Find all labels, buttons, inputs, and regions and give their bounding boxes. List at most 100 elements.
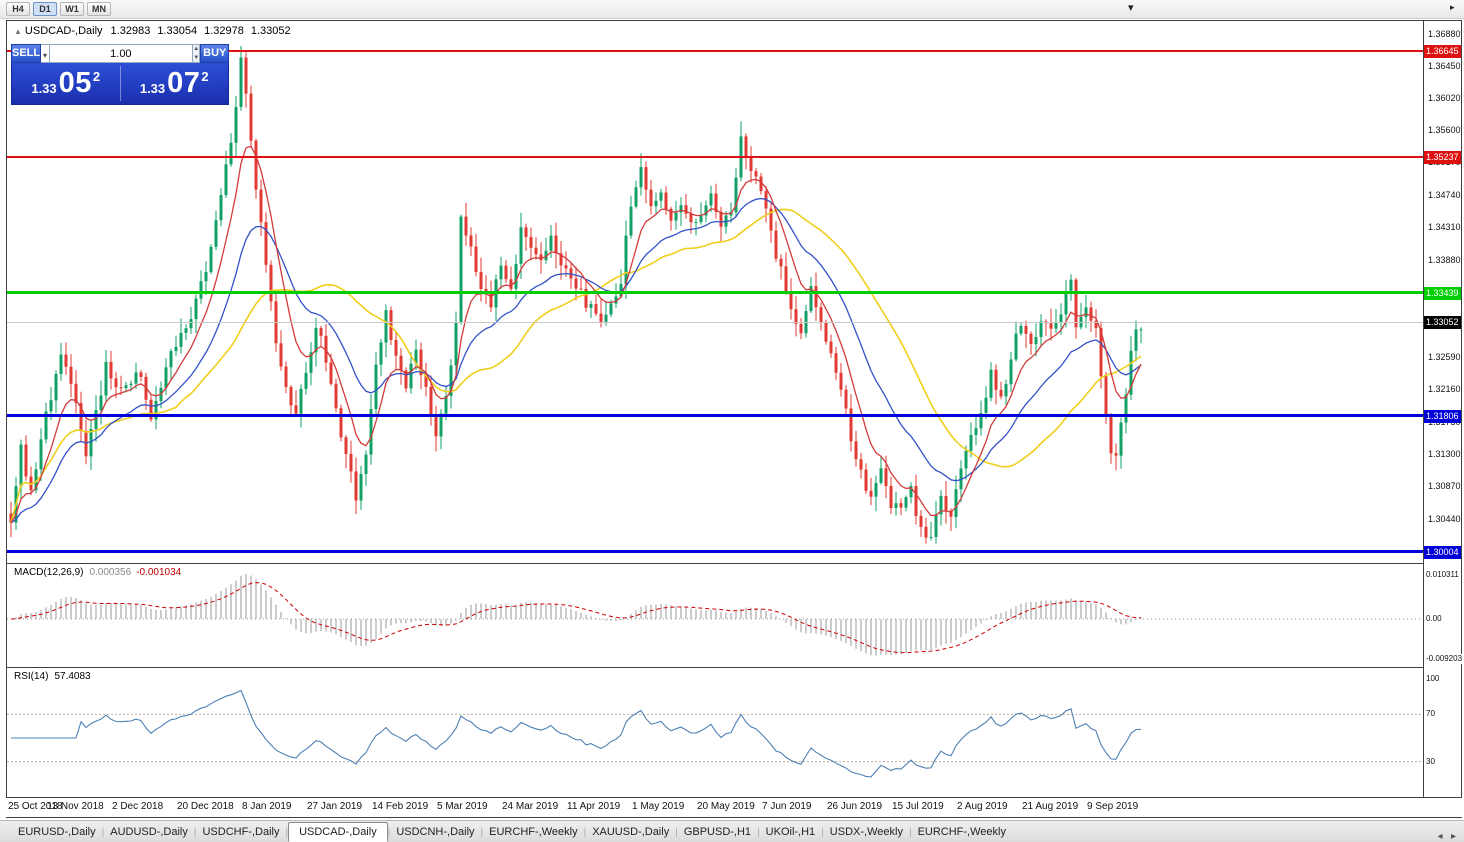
date-tick-label: 21 Aug 2019 <box>1022 801 1079 812</box>
chart-tab-eurusd-daily[interactable]: EURUSD-,Daily <box>18 826 96 838</box>
rsi-scale-tick: 100 <box>1426 674 1440 684</box>
date-tick-label: 1 May 2019 <box>632 801 685 812</box>
volume-decrease-icon[interactable]: ▼ <box>193 54 200 61</box>
chart-area: 1.368801.364501.360201.356001.351701.347… <box>6 20 1463 798</box>
tab-separator: | <box>821 826 824 838</box>
tab-separator: | <box>675 826 678 838</box>
horizontal-line-1_36645[interactable] <box>7 50 1423 53</box>
price-scale-tick: 1.31300 <box>1428 449 1461 459</box>
line-price-label: 1.31806 <box>1424 409 1461 423</box>
timeframe-buttons: H4 D1 W1 MN <box>6 2 111 16</box>
timeframe-button-w1[interactable]: W1 <box>60 2 84 16</box>
chart-tab-usdx-weekly[interactable]: USDX-,Weekly <box>829 826 903 838</box>
date-tick-label: 2 Aug 2019 <box>957 801 1008 812</box>
date-tick-label: 11 Apr 2019 <box>567 801 621 812</box>
chart-tab-eurchf-weekly[interactable]: EURCHF-,Weekly <box>489 826 578 838</box>
timeframe-button-mn[interactable]: MN <box>87 2 111 16</box>
chart-tab-xauusd-daily[interactable]: XAUUSD-,Daily <box>592 826 670 838</box>
price-scale-tick: 1.32160 <box>1428 384 1461 395</box>
quote-low: 1.32978 <box>204 25 244 37</box>
volume-preset-dropdown[interactable]: ▾ <box>41 44 50 63</box>
chevron-down-icon: ▾ <box>42 51 47 60</box>
horizontal-line-1_35237[interactable] <box>7 156 1423 159</box>
bid-pip-fraction: 2 <box>92 68 101 84</box>
tab-separator: | <box>908 826 912 838</box>
macd-name: MACD(12,26,9) <box>14 567 84 578</box>
date-tick-label: 20 May 2019 <box>697 801 755 812</box>
macd-signal-value: -0.001034 <box>136 567 182 578</box>
tab-separator: | <box>583 826 587 838</box>
sell-button[interactable]: SELL <box>11 44 42 63</box>
rsi-value: 57.4083 <box>54 671 91 682</box>
date-tick-label: 7 Jun 2019 <box>762 801 812 812</box>
toolbar-expand-icon[interactable]: ▸ <box>1450 2 1455 12</box>
macd-scale-tick: 0.00 <box>1426 614 1442 624</box>
bid-price[interactable]: 1.33 05 2 <box>12 63 120 104</box>
buy-button[interactable]: BUY <box>200 44 229 63</box>
horizontal-line-1_30004[interactable] <box>7 550 1423 554</box>
chart-tab-ukoil-h1[interactable]: UKOil-,H1 <box>765 826 816 838</box>
chart-tab-usdchf-daily[interactable]: USDCHF-,Daily <box>202 826 280 838</box>
horizontal-line-1_33439[interactable] <box>7 291 1423 295</box>
chart-tab-audusd-daily[interactable]: AUDUSD-,Daily <box>110 826 188 838</box>
macd-canvas[interactable] <box>7 563 1423 667</box>
tab-scroll-controls: ◂ ▸ <box>1433 826 1456 842</box>
rsi-canvas[interactable] <box>7 667 1423 797</box>
tab-separator: | <box>757 826 760 838</box>
price-scale-tick: 1.34310 <box>1428 222 1461 233</box>
rsi-scale-tick: 70 <box>1426 709 1435 720</box>
divider <box>119 66 121 101</box>
volume-increase-icon[interactable]: ▲ <box>193 46 200 52</box>
date-tick-label: 9 Sep 2019 <box>1087 801 1139 812</box>
bid-prefix: 1.33 <box>31 80 57 96</box>
quote-high: 1.33054 <box>157 25 198 37</box>
current-price-line <box>7 322 1423 323</box>
macd-scale-tick: 0.010311 <box>1426 569 1459 580</box>
toolbar: H4 D1 W1 MN ▾ ▸ <box>0 0 1464 19</box>
line-price-label: 1.30004 <box>1424 545 1461 559</box>
date-tick-label: 15 Jul 2019 <box>892 801 944 812</box>
price-scale-tick: 1.35600 <box>1428 125 1461 135</box>
volume-stepper: ▲ ▼ <box>192 44 201 63</box>
chart-tab-usdcad-daily[interactable]: USDCAD-,Daily <box>288 822 388 842</box>
ask-big-digits: 07 <box>167 67 201 99</box>
ask-pip-fraction: 2 <box>201 68 209 84</box>
date-tick-label: 2 Dec 2018 <box>112 801 164 812</box>
horizontal-line-1_31806[interactable] <box>7 414 1423 418</box>
date-tick-label: 5 Mar 2019 <box>437 801 488 812</box>
date-tick-label: 20 Dec 2018 <box>177 801 234 812</box>
volume-input[interactable] <box>49 44 193 63</box>
rsi-name: RSI(14) <box>14 671 49 682</box>
date-tick-label: 8 Jan 2019 <box>242 801 292 812</box>
timeframe-button-d1[interactable]: D1 <box>33 2 57 16</box>
chart-tab-bar: EURUSD-,Daily | AUDUSD-,Daily | USDCHF-,Dail… <box>0 820 1464 842</box>
tab-separator: | <box>285 826 289 838</box>
price-scale-separator <box>1423 21 1424 797</box>
macd-scale-tick: -0.009203 <box>1426 653 1463 664</box>
quote-line: ▲ USDCAD-,Daily 1.32983 1.33054 1.32978 1.330… <box>14 25 298 37</box>
rsi-indicator-label: RSI(14) 57.4083 <box>14 671 91 682</box>
tabs-scroll-right-icon[interactable]: ▸ <box>1450 831 1456 842</box>
ask-price[interactable]: 1.33 07 2 <box>121 63 229 104</box>
price-scale: 1.368801.364501.360201.356001.351701.347… <box>1424 21 1463 797</box>
current-price-label: 1.33052 <box>1424 316 1461 329</box>
tab-separator: | <box>101 826 105 838</box>
chart-tab-usdcnh-daily[interactable]: USDCNH-,Daily <box>396 826 475 838</box>
price-scale-tick: 1.36450 <box>1428 60 1461 71</box>
chart-tab-eurchf-weekly[interactable]: EURCHF-,Weekly <box>917 826 1006 838</box>
macd-main-value: 0.000356 <box>89 567 132 578</box>
chart-tab-gbpusd-h1[interactable]: GBPUSD-,H1 <box>683 826 752 838</box>
tabs-scroll-left-icon[interactable]: ◂ <box>1437 831 1443 842</box>
tab-list: EURUSD-,Daily | AUDUSD-,Daily | USDCHF-,Dail… <box>0 821 1464 842</box>
chart-options-dropdown-icon[interactable]: ▾ <box>1128 2 1134 14</box>
bid-ask-panel: 1.33 05 2 1.33 07 2 <box>11 63 229 105</box>
quote-open: 1.32983 <box>110 25 151 37</box>
time-axis: 25 Oct 2018 13 Nov 2018 2 Dec 2018 20 Dec 2… <box>6 798 1462 818</box>
trade-controls-row: SELL ▾ ▲ ▼ BUY <box>11 44 229 63</box>
symbol-arrow-icon: ▲ <box>14 27 22 36</box>
timeframe-button-h4[interactable]: H4 <box>6 2 30 16</box>
price-chart-canvas[interactable] <box>7 21 1423 563</box>
price-scale-tick: 1.36880 <box>1428 28 1461 39</box>
date-tick-label: 26 Jun 2019 <box>827 801 883 812</box>
